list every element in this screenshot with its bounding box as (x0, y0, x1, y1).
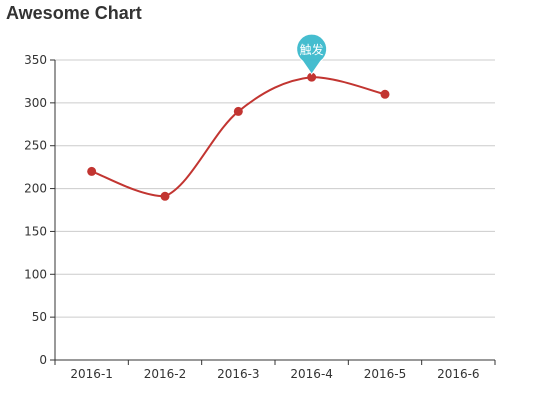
y-tick-label: 100 (24, 267, 47, 281)
data-point[interactable] (380, 89, 390, 99)
mark-point-layer[interactable]: 触发 (296, 33, 328, 76)
x-tick-label: 2016-1 (70, 367, 113, 381)
x-axis: 2016-1 2016-2 2016-3 2016-4 2016-5 2016-6 (54, 359, 496, 381)
x-tick-label: 2016-5 (364, 367, 407, 381)
x-tick-label: 2016-3 (217, 367, 260, 381)
chart-title: Awesome Chart (6, 3, 142, 23)
series-line (91, 76, 386, 198)
y-tick-label: 200 (24, 182, 47, 196)
x-tick-label: 2016-4 (290, 367, 333, 381)
mark-pin-label: 触发 (300, 42, 324, 57)
y-tick-label: 250 (24, 139, 47, 153)
mark-pin[interactable]: 触发 (296, 33, 328, 76)
y-axis: 0 50 100 150 200 250 300 350 (24, 53, 56, 367)
data-point[interactable] (87, 166, 97, 176)
series-layer (87, 72, 390, 201)
data-point[interactable] (160, 191, 170, 201)
x-tick-label: 2016-2 (144, 367, 187, 381)
x-tick-label: 2016-6 (437, 367, 480, 381)
map-pin-icon (296, 33, 328, 76)
y-tick-label: 0 (39, 353, 47, 367)
grid-lines (55, 59, 495, 318)
y-tick-label: 50 (32, 310, 47, 324)
y-tick-label: 350 (24, 53, 47, 67)
data-point[interactable] (233, 106, 243, 116)
y-tick-label: 300 (24, 96, 47, 110)
y-tick-label: 150 (24, 224, 47, 238)
